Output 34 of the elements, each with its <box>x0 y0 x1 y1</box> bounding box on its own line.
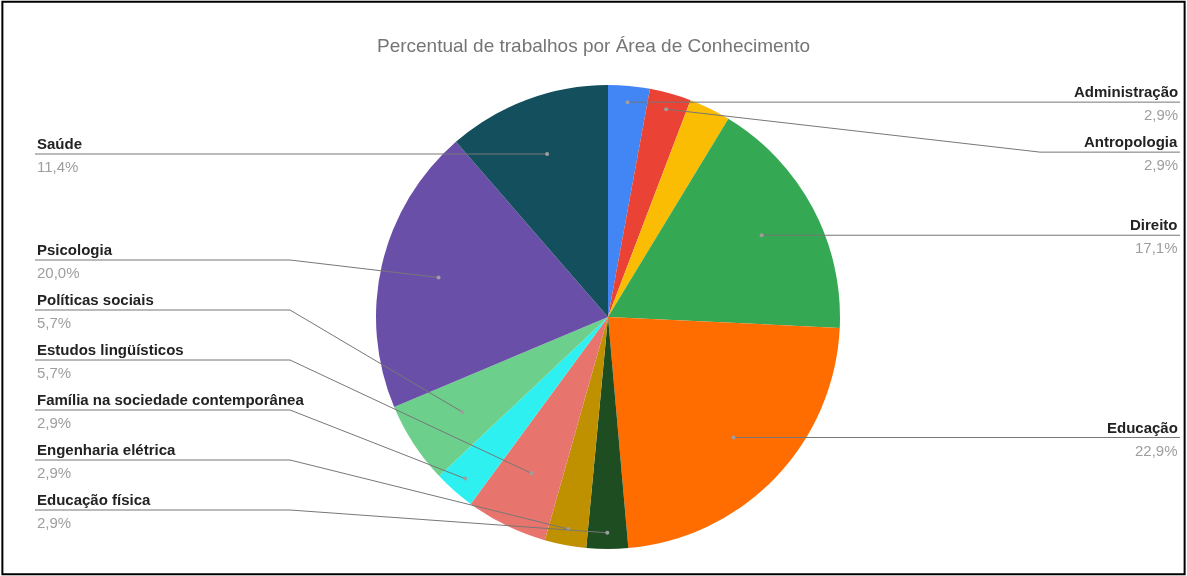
data-label: 2,9% <box>1144 156 1179 173</box>
pie-slice <box>608 118 840 328</box>
data-label: 20,0% <box>37 264 80 281</box>
pie-slice <box>394 317 608 477</box>
pie-slice <box>608 88 691 317</box>
data-label: 2,9% <box>37 514 72 531</box>
chart-title: Percentual de trabalhos por Área de Conhecimento <box>376 34 811 56</box>
slice-label: Antropologia <box>1084 133 1178 150</box>
slice-label: Direito <box>1130 216 1178 233</box>
pie-slice <box>470 317 608 541</box>
slice-label: Família na sociedade contemporânea <box>37 391 305 408</box>
data-label: 11,4% <box>37 158 79 175</box>
pie-slice <box>608 317 840 549</box>
pie-slice <box>376 141 608 407</box>
data-label: 5,7% <box>37 314 72 331</box>
pie-slice <box>608 85 650 317</box>
slice-label: Educação física <box>37 491 152 508</box>
data-label: 5,7% <box>37 364 72 381</box>
slice-label: Estudos lingüísticos <box>37 341 184 358</box>
pie-slice <box>608 100 729 317</box>
data-label: 2,9% <box>37 464 72 481</box>
slice-label: Engenharia elétrica <box>37 441 177 458</box>
slice-label: Psicologia <box>37 241 113 258</box>
pie-slice <box>439 317 608 505</box>
pie-slice <box>544 317 608 548</box>
slice-label: Administração <box>1074 83 1179 100</box>
pie-slice <box>455 85 608 317</box>
slice-label: Educação <box>1107 419 1178 436</box>
data-label: 17,1% <box>1135 239 1178 256</box>
slice-label: Políticas sociais <box>37 291 154 308</box>
slice-label: Saúde <box>37 135 83 152</box>
data-label: 2,9% <box>1144 106 1179 123</box>
data-label: 2,9% <box>37 414 72 431</box>
data-label: 22,9% <box>1135 442 1178 459</box>
